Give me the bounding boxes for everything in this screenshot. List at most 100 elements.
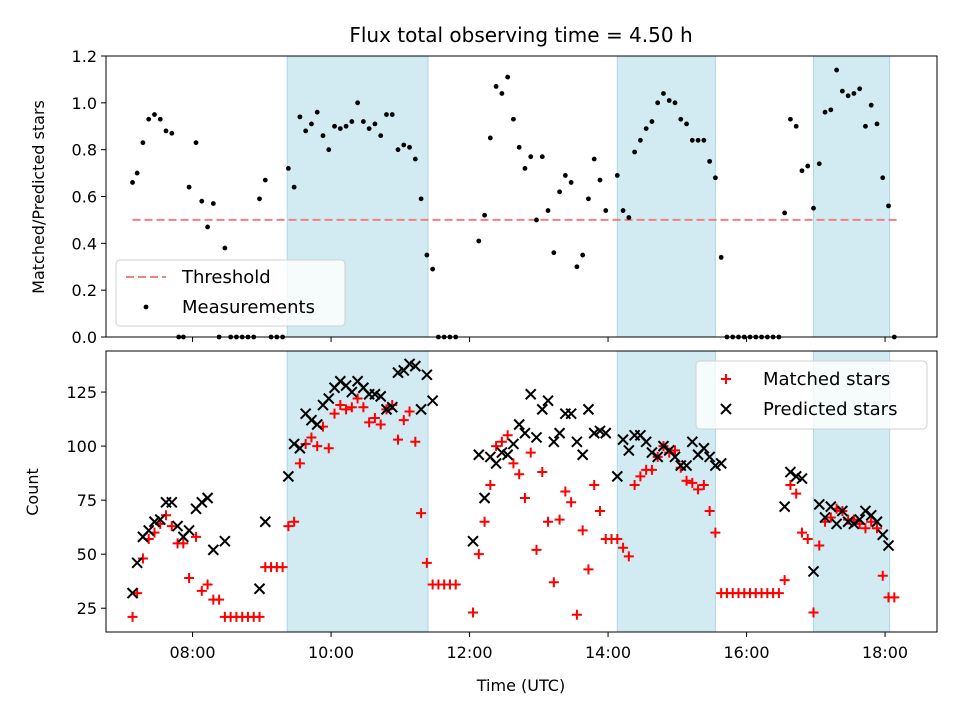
measurement-point [799, 168, 805, 174]
matched-star-point [127, 611, 138, 622]
measurement-point [666, 98, 672, 103]
matched-star-point [300, 438, 311, 449]
predicted-star-point [778, 500, 791, 513]
measurement-point [551, 250, 557, 256]
measurement-point [782, 210, 788, 216]
measurement-point [222, 245, 228, 251]
predicted-star-point [848, 518, 860, 530]
measurement-point [134, 170, 140, 176]
matched-star-point [137, 553, 148, 564]
predicted-star-point [576, 449, 589, 461]
measurement-point [297, 114, 303, 120]
predicted-star-point [657, 440, 670, 452]
measurement-point [401, 142, 407, 148]
matched-star-point [283, 521, 294, 532]
predicted-star-point [409, 360, 422, 372]
measurement-point [684, 121, 689, 127]
measurement-point [210, 201, 216, 206]
matched-star-point [468, 607, 479, 618]
measurement-point [545, 208, 551, 213]
top-y-tick-label: 0.6 [72, 188, 97, 207]
x-tick-label: 12:00 [447, 643, 493, 662]
measurement-point [539, 154, 545, 160]
matched-star-point [341, 404, 352, 415]
predicted-star-point [525, 388, 537, 400]
predicted-star-point [183, 524, 195, 537]
matched-star-point [479, 516, 490, 527]
measurement-point [366, 126, 372, 131]
predicted-star-point [582, 403, 595, 416]
matched-star-point [802, 534, 813, 545]
matched-star-point [525, 447, 536, 458]
measurement-point [430, 266, 436, 272]
bottom-y-tick-label: 75 [77, 491, 97, 510]
measurement-point [384, 112, 389, 117]
measurement-point [816, 161, 822, 167]
measurement-point [678, 116, 684, 122]
predicted-star-point [207, 544, 220, 556]
legend-matched-label: Matched stars [763, 369, 890, 390]
legend-predicted-swatch [720, 403, 732, 415]
predicted-star-point [142, 524, 155, 537]
measurement-point [707, 158, 713, 164]
measurement-point [528, 154, 534, 160]
predicted-star-point [415, 403, 427, 416]
matched-star-point [514, 469, 525, 480]
predicted-star-point [669, 451, 681, 463]
matched-star-point [877, 570, 888, 581]
measurement-point [320, 133, 326, 139]
measurement-point [360, 119, 366, 124]
matched-star-point [473, 549, 484, 560]
matched-star-point [416, 508, 427, 519]
predicted-star-point [154, 513, 166, 526]
measurement-point [493, 84, 499, 89]
measurement-point [291, 184, 297, 190]
measurement-point [574, 264, 580, 270]
measurement-point [418, 196, 424, 202]
predicted-star-point [680, 459, 693, 472]
measurement-point [303, 128, 309, 134]
matched-star-point [491, 441, 502, 452]
measurement-point [649, 119, 655, 124]
matched-star-point [537, 467, 548, 478]
measurement-point [389, 112, 395, 117]
measurement-point [591, 156, 597, 162]
bottom-axes-frame [105, 350, 938, 633]
matched-star-point [375, 419, 386, 430]
legend-threshold-label: Threshold [181, 267, 271, 288]
measurement-point [597, 177, 603, 183]
x-tick-label: 10:00 [308, 643, 354, 662]
predicted-star-point [334, 375, 347, 387]
measurement-point [505, 74, 511, 80]
measurement-point [130, 180, 135, 185]
predicted-star-point [703, 451, 716, 463]
top-y-tick-label: 1.2 [72, 47, 97, 66]
measurement-point [689, 137, 695, 143]
matched-star-point [698, 480, 709, 491]
legend-box [115, 259, 346, 327]
matched-star-point [294, 458, 305, 469]
matched-star-point [623, 551, 634, 562]
matched-star-point [594, 505, 605, 516]
matched-star-point [704, 505, 715, 516]
predicted-star-point [623, 444, 635, 457]
predicted-star-point [288, 438, 300, 450]
measurement-point [476, 238, 482, 244]
predicted-star-point [536, 403, 548, 416]
bottom-y-tick-label: 125 [66, 383, 97, 402]
matched-star-point [352, 393, 363, 404]
chart-title: Flux total observing time = 4.50 h [349, 23, 692, 47]
predicted-star-point [374, 390, 387, 403]
x-tick-label: 08:00 [170, 643, 216, 662]
measurement-point [482, 212, 487, 218]
matched-star-point [773, 588, 784, 599]
measurement-point [603, 208, 609, 213]
x-axis-label: Time (UTC) [476, 676, 565, 695]
measurement-point [811, 205, 816, 211]
measurement-point [487, 135, 493, 141]
measurement-point [343, 123, 349, 129]
measurement-point [499, 91, 505, 96]
matched-star-point [508, 458, 519, 469]
bottom-y-tick-label: 50 [77, 545, 97, 564]
measurement-point [199, 198, 205, 204]
